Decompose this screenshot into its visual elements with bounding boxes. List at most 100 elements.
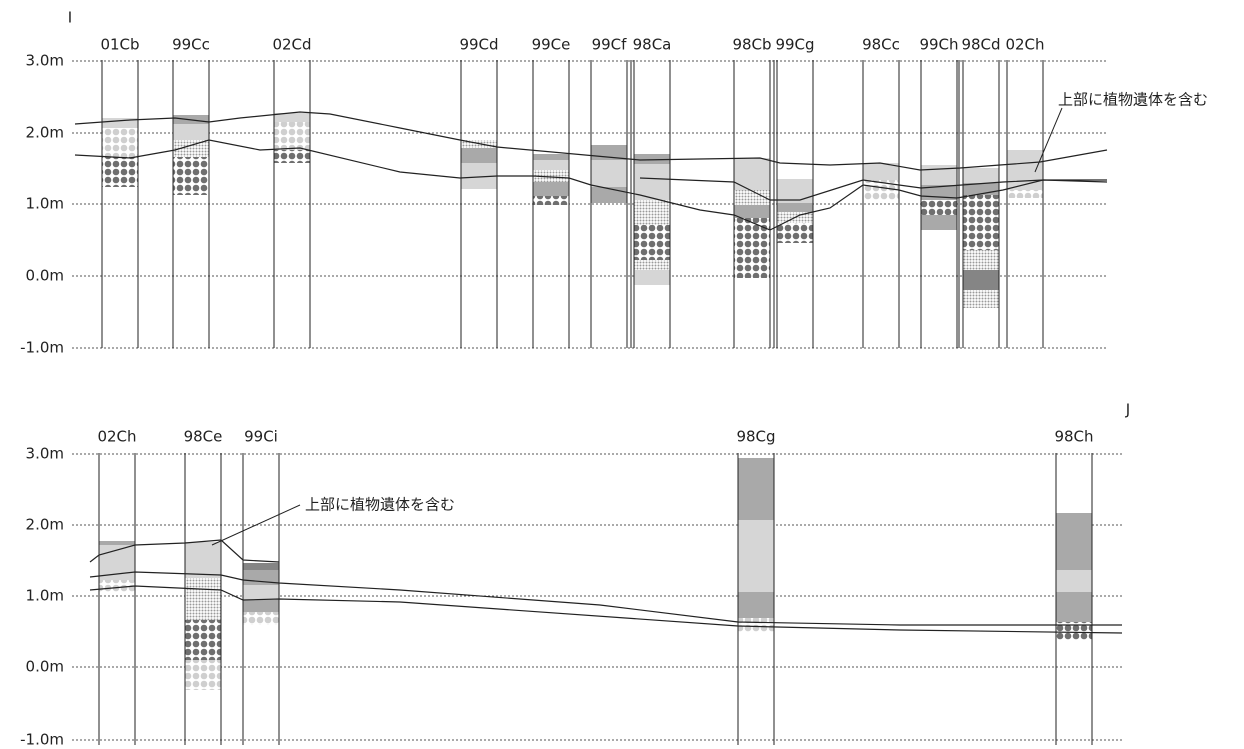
core-label: 98Cd — [961, 36, 1000, 54]
core-layer — [738, 618, 774, 632]
stratum-boundary — [74, 111, 1108, 171]
annotation-leader — [1034, 107, 1063, 173]
elevation-label: 1.0m — [26, 587, 64, 605]
core-label: 98Ca — [633, 36, 672, 54]
elevation-label: 2.0m — [26, 124, 64, 142]
core-layer — [738, 458, 774, 520]
core-layer — [533, 182, 569, 196]
core-layer — [1056, 570, 1092, 592]
core-layer — [461, 148, 497, 163]
core-label: 99Cf — [592, 36, 628, 54]
core-label: 98Cg — [736, 428, 775, 446]
core-layer — [102, 157, 138, 187]
core-layer — [173, 140, 209, 157]
core-label: 02Ch — [1005, 36, 1044, 54]
core-layer — [734, 190, 770, 205]
core-layer — [863, 163, 899, 180]
core-layer — [1056, 513, 1092, 555]
core-layer — [185, 578, 221, 620]
core-layer — [777, 203, 813, 212]
core-layer — [274, 150, 310, 163]
core-layer — [734, 245, 770, 278]
core-layer — [274, 122, 310, 150]
elevation-label: 0.0m — [26, 267, 64, 285]
core-label: 99Ci — [244, 428, 278, 446]
core-layer — [102, 128, 138, 157]
core-label: 98Cc — [862, 36, 900, 54]
core-layer — [634, 260, 670, 270]
core-layer — [1007, 190, 1043, 198]
core-label: 02Cd — [272, 36, 311, 54]
core-layer — [963, 168, 999, 183]
core-layer — [533, 160, 569, 170]
core-label: 98Cb — [732, 36, 771, 54]
core-layer — [461, 163, 497, 174]
core-layer — [863, 180, 899, 200]
core-layer — [185, 660, 221, 690]
stratum-boundary — [89, 539, 280, 563]
core-label: 02Ch — [97, 428, 136, 446]
elevation-label: -1.0m — [20, 339, 64, 357]
core-layer — [274, 113, 310, 122]
core-layer — [591, 160, 627, 187]
core-layer — [963, 250, 999, 270]
core-layer — [963, 270, 999, 290]
stratum-boundary — [89, 585, 1123, 634]
core-label: 99Cg — [775, 36, 814, 54]
core-layer — [963, 290, 999, 308]
core-layer — [634, 200, 670, 225]
section-label: I — [68, 9, 72, 27]
core-layer — [1056, 555, 1092, 570]
core-layer — [99, 541, 135, 545]
core-layer — [243, 585, 279, 600]
core-label: 99Cc — [172, 36, 210, 54]
core-layer — [1056, 622, 1092, 640]
elevation-label: 2.0m — [26, 516, 64, 534]
core-layer — [243, 612, 279, 625]
core-layer — [634, 164, 670, 200]
elevation-label: 0.0m — [26, 658, 64, 676]
core-layer — [1056, 592, 1092, 622]
elevation-label: 1.0m — [26, 195, 64, 213]
elevation-label: -1.0m — [20, 731, 64, 749]
core-label: 99Ce — [532, 36, 571, 54]
core-layer — [634, 154, 670, 164]
annotation: 上部に植物遺体を含む — [1058, 91, 1208, 109]
core-layer — [634, 225, 670, 260]
elevation-label: 3.0m — [26, 445, 64, 463]
core-layer — [777, 223, 813, 243]
core-layer — [591, 187, 627, 203]
core-layer — [777, 179, 813, 203]
core-layer — [173, 124, 209, 140]
stratum-boundary — [74, 139, 1108, 231]
core-layer — [734, 205, 770, 218]
core-layer — [1007, 150, 1043, 190]
core-layer — [533, 154, 569, 160]
core-label: 99Ch — [919, 36, 958, 54]
core-layer — [243, 563, 279, 570]
annotation: 上部に植物遺体を含む — [305, 496, 455, 514]
section-label: J — [1125, 401, 1130, 419]
core-layer — [921, 215, 957, 230]
core-layer — [738, 592, 774, 618]
core-layer — [963, 195, 999, 250]
annotation-leader — [211, 504, 301, 546]
core-label: 99Cd — [459, 36, 498, 54]
core-layer — [738, 520, 774, 592]
core-layer — [634, 270, 670, 285]
core-layer — [185, 542, 221, 578]
stratum-boundary — [89, 571, 1122, 626]
core-layer — [533, 196, 569, 205]
elevation-label: 3.0m — [26, 52, 64, 70]
core-layer — [243, 600, 279, 612]
core-layer — [102, 118, 138, 128]
core-label: 98Ce — [184, 428, 223, 446]
core-layer — [185, 620, 221, 660]
core-layer — [533, 170, 569, 182]
stratum-boundary — [639, 177, 1107, 201]
core-layer — [173, 157, 209, 195]
core-label: 98Ch — [1054, 428, 1093, 446]
core-label: 01Cb — [100, 36, 139, 54]
core-layer — [921, 200, 957, 215]
